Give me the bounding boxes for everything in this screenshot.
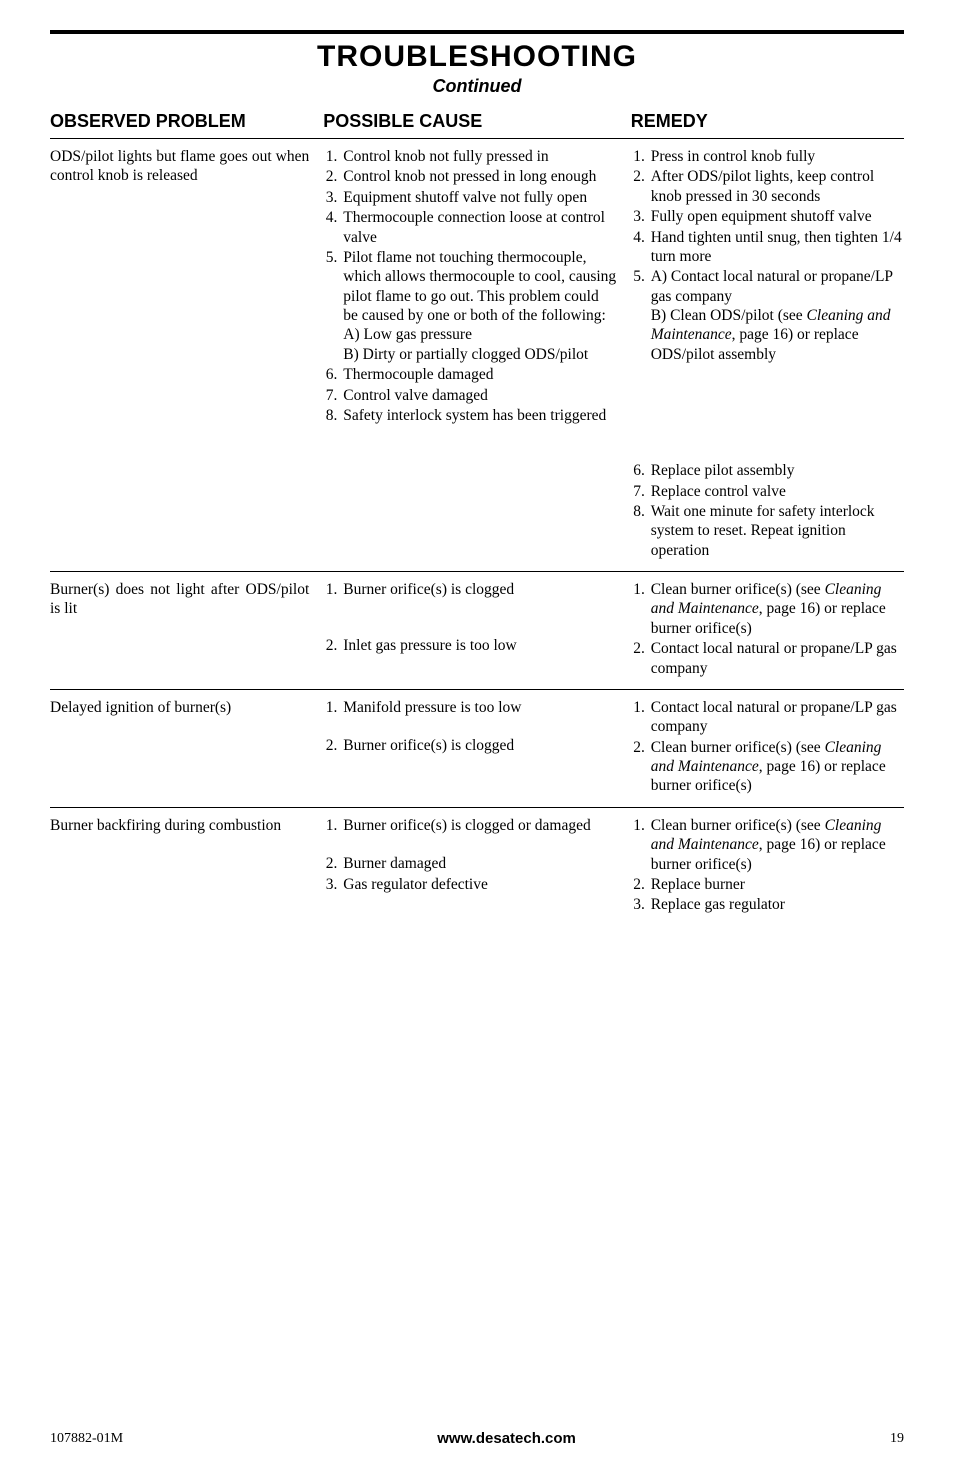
list-item: Replace control valve xyxy=(649,482,904,501)
list-item-text: Pilot flame not touching thermocouple, w… xyxy=(343,249,616,324)
top-rule xyxy=(50,30,904,34)
problem-cell: Burner backfiring during combustion xyxy=(50,807,323,925)
sub-item: B) Dirty or partially clogged ODS/pilot xyxy=(343,345,616,364)
cause-cell: Burner orifice(s) is clogged Inlet gas p… xyxy=(323,572,630,690)
list-item: Thermocouple damaged xyxy=(341,365,616,384)
page-subtitle: Continued xyxy=(50,76,904,97)
remedy-cell: Clean burner orifice(s) (see Cleaning an… xyxy=(631,807,904,925)
table-row: ODS/pilot lights but flame goes out when… xyxy=(50,139,904,572)
list-item: Thermocouple connection loose at control… xyxy=(341,208,616,247)
list-item: A) Contact local natural or propane/LP g… xyxy=(649,267,904,460)
table-row: Delayed ignition of burner(s) Manifold p… xyxy=(50,689,904,807)
list-item: Replace pilot assembly xyxy=(649,461,904,480)
remedy-cell: Contact local natural or propane/LP gas … xyxy=(631,689,904,807)
col-header-cause: POSSIBLE CAUSE xyxy=(323,107,630,139)
list-item: Burner orifice(s) is clogged xyxy=(341,736,616,755)
col-header-remedy: REMEDY xyxy=(631,107,904,139)
page-footer: 107882-01M www.desatech.com 19 xyxy=(0,1430,954,1475)
spacer xyxy=(651,364,904,460)
list-item: Safety interlock system has been trigger… xyxy=(341,406,616,425)
list-item: Clean burner orifice(s) (see Cleaning an… xyxy=(649,580,904,638)
remedy-list: Contact local natural or propane/LP gas … xyxy=(631,698,904,796)
remedy-cell: Clean burner orifice(s) (see Cleaning an… xyxy=(631,572,904,690)
text: Clean burner orifice(s) (see xyxy=(651,739,825,756)
spacer xyxy=(343,835,616,853)
remedy-list: Press in control knob fully After ODS/pi… xyxy=(631,147,904,560)
problem-cell: Delayed ignition of burner(s) xyxy=(50,689,323,807)
list-item: Inlet gas pressure is too low xyxy=(341,636,616,655)
list-item: Wait one minute for safety interlock sys… xyxy=(649,502,904,560)
cause-list: Manifold pressure is too low Burner orif… xyxy=(323,698,616,756)
list-item-text: Manifold pressure is too low xyxy=(343,699,521,716)
remedy-list: Clean burner orifice(s) (see Cleaning an… xyxy=(631,816,904,915)
list-item: Clean burner orifice(s) (see Cleaning an… xyxy=(649,738,904,796)
list-item-text: Burner orifice(s) is clogged or damaged xyxy=(343,817,590,834)
list-item: Burner damaged xyxy=(341,854,616,873)
spacer xyxy=(343,599,616,635)
cause-cell: Burner orifice(s) is clogged or damaged … xyxy=(323,807,630,925)
footer-page-number: 19 xyxy=(890,1431,904,1447)
sub-item: A) Contact local natural or propane/LP g… xyxy=(651,267,904,306)
sub-item: A) Low gas pressure xyxy=(343,325,616,344)
table-row: Burner(s) does not light after ODS/pilot… xyxy=(50,572,904,690)
list-item: Burner orifice(s) is clogged or damaged xyxy=(341,816,616,853)
remedy-cell: Press in control knob fully After ODS/pi… xyxy=(631,139,904,572)
list-item-text: Burner orifice(s) is clogged xyxy=(343,581,514,598)
list-item: Equipment shutoff valve not fully open xyxy=(341,188,616,207)
list-item: Contact local natural or propane/LP gas … xyxy=(649,639,904,678)
cause-list: Control knob not fully pressed in Contro… xyxy=(323,147,616,425)
list-item: Contact local natural or propane/LP gas … xyxy=(649,698,904,737)
footer-left: 107882-01M xyxy=(50,1431,123,1447)
text: B) Clean ODS/pilot (see xyxy=(651,307,807,324)
cause-list: Burner orifice(s) is clogged Inlet gas p… xyxy=(323,580,616,656)
list-item: Press in control knob fully xyxy=(649,147,904,166)
list-item: Manifold pressure is too low xyxy=(341,698,616,735)
troubleshooting-table: OBSERVED PROBLEM POSSIBLE CAUSE REMEDY O… xyxy=(50,107,904,926)
list-item: Control valve damaged xyxy=(341,386,616,405)
cause-cell: Control knob not fully pressed in Contro… xyxy=(323,139,630,572)
list-item: Gas regulator defective xyxy=(341,875,616,894)
list-item: Hand tighten until snug, then tighten 1/… xyxy=(649,228,904,267)
page-content: TROUBLESHOOTING Continued OBSERVED PROBL… xyxy=(0,0,954,966)
sub-item: B) Clean ODS/pilot (see Cleaning and Mai… xyxy=(651,306,904,364)
footer-center-url: www.desatech.com xyxy=(437,1430,576,1447)
remedy-list: Clean burner orifice(s) (see Cleaning an… xyxy=(631,580,904,678)
cause-list: Burner orifice(s) is clogged or damaged … xyxy=(323,816,616,894)
col-header-observed: OBSERVED PROBLEM xyxy=(50,107,323,139)
list-item: Replace burner xyxy=(649,875,904,894)
table-row: Burner backfiring during combustion Burn… xyxy=(50,807,904,925)
list-item: After ODS/pilot lights, keep control kno… xyxy=(649,167,904,206)
list-item: Burner orifice(s) is clogged xyxy=(341,580,616,635)
spacer xyxy=(343,717,616,735)
cause-cell: Manifold pressure is too low Burner orif… xyxy=(323,689,630,807)
list-item: Replace gas regulator xyxy=(649,895,904,914)
problem-cell: Burner(s) does not light after ODS/pilot… xyxy=(50,572,323,690)
table-header-row: OBSERVED PROBLEM POSSIBLE CAUSE REMEDY xyxy=(50,107,904,139)
page-title: TROUBLESHOOTING xyxy=(50,40,904,74)
list-item: Clean burner orifice(s) (see Cleaning an… xyxy=(649,816,904,874)
text: Clean burner orifice(s) (see xyxy=(651,817,825,834)
problem-cell: ODS/pilot lights but flame goes out when… xyxy=(50,139,323,572)
list-item: Fully open equipment shutoff valve xyxy=(649,207,904,226)
list-item: Control knob not pressed in long enough xyxy=(341,167,616,186)
text: Clean burner orifice(s) (see xyxy=(651,581,825,598)
list-item: Pilot flame not touching thermocouple, w… xyxy=(341,248,616,364)
list-item: Control knob not fully pressed in xyxy=(341,147,616,166)
